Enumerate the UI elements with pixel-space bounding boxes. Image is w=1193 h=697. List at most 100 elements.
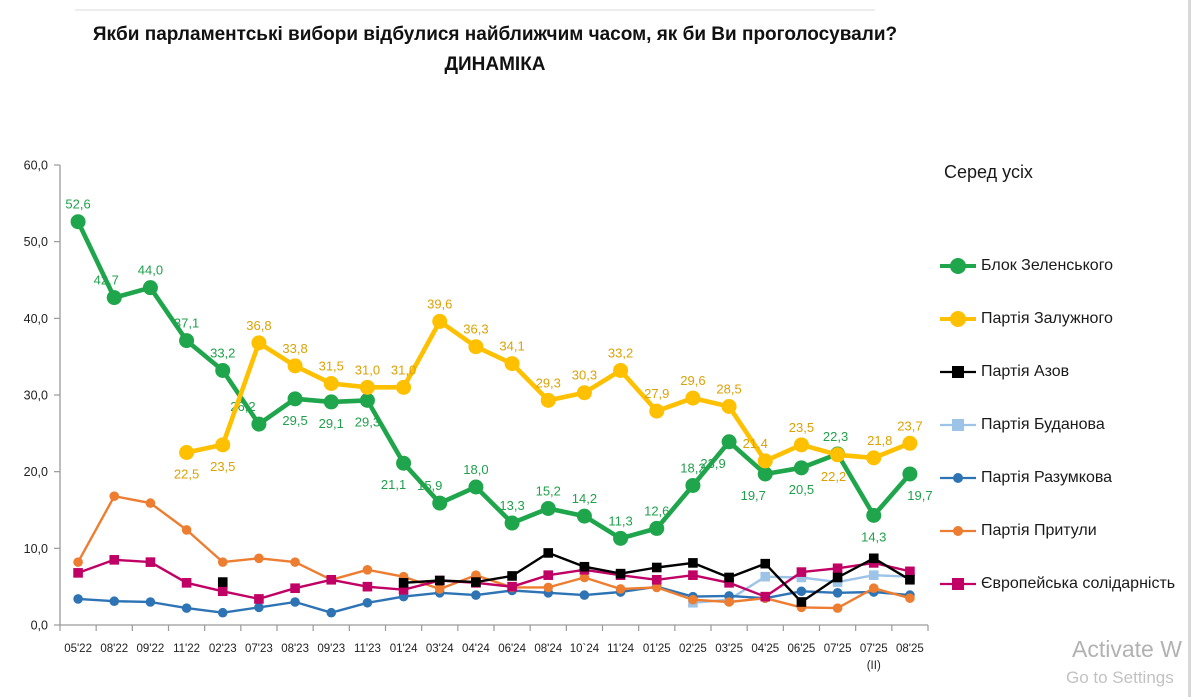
svg-text:37,1: 37,1 [174,316,199,331]
svg-text:40,0: 40,0 [24,312,48,326]
svg-text:03'24: 03'24 [426,643,454,655]
legend-item-razumkov-party: Партія Разумкова [938,451,1175,504]
svg-text:33,2: 33,2 [210,345,235,360]
legend-marker-icon [940,418,976,431]
svg-text:33,2: 33,2 [608,345,633,360]
svg-text:20,5: 20,5 [789,482,814,497]
window-top-divider [75,9,875,11]
svg-text:31,5: 31,5 [319,359,344,374]
svg-text:18,2: 18,2 [680,460,705,475]
legend-item-label: Партія Притули [981,521,1097,539]
svg-text:21,8: 21,8 [867,433,892,448]
svg-text:52,6: 52,6 [65,197,90,212]
legend-item-azov-party: Партія Азов [938,345,1175,398]
svg-text:20,0: 20,0 [24,465,48,479]
svg-text:0,0: 0,0 [31,619,48,633]
svg-text:22,2: 22,2 [821,469,846,484]
svg-text:08'25: 08'25 [896,643,924,655]
svg-text:15,9: 15,9 [417,478,442,493]
svg-text:60,0: 60,0 [24,159,48,173]
legend-item-label: Партія Разумкова [981,468,1113,486]
svg-text:09'22: 09'22 [137,643,165,655]
svg-text:13,3: 13,3 [499,498,524,513]
chart-header: Якби парламентські вибори відбулися найб… [55,22,935,76]
svg-text:27,9: 27,9 [644,386,669,401]
svg-text:12,6: 12,6 [644,503,669,518]
svg-text:11'23: 11'23 [354,643,381,655]
svg-text:08'22: 08'22 [100,643,128,655]
svg-text:42,7: 42,7 [94,273,119,288]
legend-marker-icon [940,257,976,274]
svg-text:23,5: 23,5 [789,420,814,435]
svg-text:04'24: 04'24 [462,643,490,655]
svg-text:(II): (II) [867,660,881,672]
legend-item-prytula-party: Партія Притули [938,504,1175,557]
svg-text:08'23: 08'23 [281,643,309,655]
svg-text:11,3: 11,3 [608,513,632,528]
svg-text:05'22: 05'22 [64,643,92,655]
legend-item-eu-solidarity: Європейська солідарність [938,557,1175,610]
svg-text:31,0: 31,0 [391,362,416,377]
legend-marker-icon [940,577,976,590]
svg-text:36,3: 36,3 [463,322,488,337]
svg-text:23,7: 23,7 [897,418,922,433]
svg-text:23,9: 23,9 [700,456,725,471]
svg-text:29,1: 29,1 [319,416,344,431]
chart-title: Якби парламентські вибори відбулися найб… [92,24,898,45]
svg-text:21,1: 21,1 [381,477,406,492]
svg-text:29,3: 29,3 [355,414,380,429]
svg-text:19,7: 19,7 [741,488,766,503]
svg-text:36,8: 36,8 [246,318,271,333]
watermark-settings: Go to Settings [1066,668,1174,687]
svg-text:50,0: 50,0 [24,235,48,249]
svg-text:09'23: 09'23 [317,643,345,655]
svg-text:33,8: 33,8 [282,341,307,356]
window-right-edge [1188,0,1191,697]
svg-text:21,4: 21,4 [743,436,768,451]
svg-text:03'25: 03'25 [715,643,743,655]
svg-text:07'23: 07'23 [245,643,273,655]
svg-text:14,2: 14,2 [572,491,597,506]
svg-text:14,3: 14,3 [861,529,886,544]
legend-marker-icon [940,310,976,327]
legend-item-label: Партія Азов [981,362,1070,380]
svg-text:11'22: 11'22 [173,643,200,655]
svg-text:30,3: 30,3 [572,368,597,383]
svg-text:19,7: 19,7 [907,488,932,503]
legend-marker-icon [940,365,976,378]
svg-text:11'24: 11'24 [607,643,635,655]
audience-label: Серед усіх [944,162,1033,182]
svg-text:02'25: 02'25 [679,643,707,655]
svg-text:29,6: 29,6 [680,373,705,388]
svg-text:31,0: 31,0 [355,362,380,377]
svg-text:18,0: 18,0 [463,462,488,477]
svg-text:28,5: 28,5 [716,382,741,397]
svg-text:04'25: 04'25 [751,643,779,655]
watermark-activate: Activate W [1072,636,1182,662]
svg-text:06'25: 06'25 [788,643,816,655]
svg-text:44,0: 44,0 [138,263,163,278]
svg-text:23,5: 23,5 [210,459,235,474]
legend-marker-icon [940,472,976,483]
legend-item-label: Європейська солідарність [981,574,1176,592]
svg-text:10,0: 10,0 [24,542,48,556]
legend-item-zelensky-bloc: Блок Зеленського [938,239,1175,292]
legend-item-zaluzhny-party: Партія Залужного [938,292,1175,345]
legend-item-label: Партія Залужного [981,309,1113,327]
legend-marker-icon [940,525,976,536]
svg-text:15,2: 15,2 [536,483,561,498]
svg-text:30,0: 30,0 [24,389,48,403]
svg-text:29,5: 29,5 [282,413,307,428]
svg-text:08'24: 08'24 [534,643,562,655]
svg-text:06'24: 06'24 [498,643,526,655]
svg-text:34,1: 34,1 [499,339,524,354]
svg-text:22,3: 22,3 [823,429,848,444]
svg-text:01'24: 01'24 [390,643,418,655]
chart-legend: Блок Зеленського Партія Залужного Партія… [938,239,1175,610]
legend-item-budanov-party: Партія Буданова [938,398,1175,451]
svg-text:39,6: 39,6 [427,296,452,311]
svg-text:02'23: 02'23 [209,643,237,655]
legend-item-label: Блок Зеленського [981,256,1114,274]
